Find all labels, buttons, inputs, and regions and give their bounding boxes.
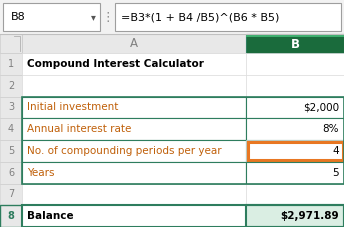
Text: 3: 3 — [8, 102, 14, 112]
Bar — [22, 205, 344, 227]
Text: $2,000: $2,000 — [303, 102, 339, 112]
Text: Years: Years — [27, 168, 54, 178]
Text: 8%: 8% — [323, 124, 339, 134]
Bar — [22, 96, 344, 183]
Bar — [246, 53, 344, 75]
Bar — [246, 162, 344, 183]
Bar — [0, 118, 22, 140]
Bar — [22, 162, 246, 183]
Text: Annual interest rate: Annual interest rate — [27, 124, 131, 134]
Bar — [22, 140, 246, 162]
Bar — [22, 205, 246, 227]
Bar — [0, 205, 22, 227]
Text: Compound Interest Calculator: Compound Interest Calculator — [27, 59, 204, 69]
Bar — [246, 34, 344, 53]
Text: ▾: ▾ — [91, 12, 96, 22]
Bar — [246, 140, 344, 162]
Bar — [0, 162, 22, 183]
Text: =B3*(1 + B4 /B5)^(B6 * B5): =B3*(1 + B4 /B5)^(B6 * B5) — [121, 12, 279, 22]
Text: No. of compounding periods per year: No. of compounding periods per year — [27, 146, 222, 156]
Bar — [0, 96, 22, 118]
Text: ⋮: ⋮ — [102, 10, 114, 24]
Text: 4: 4 — [332, 146, 339, 156]
Bar — [22, 53, 246, 75]
Text: 4: 4 — [8, 124, 14, 134]
Bar — [3, 3, 100, 31]
Bar — [0, 34, 22, 53]
Text: Balance: Balance — [27, 211, 74, 221]
Text: Initial investment: Initial investment — [27, 102, 118, 112]
Text: B: B — [290, 38, 300, 51]
Text: 6: 6 — [8, 168, 14, 178]
Text: 8: 8 — [8, 211, 14, 221]
Bar — [22, 75, 246, 96]
Bar — [22, 118, 246, 140]
Text: B8: B8 — [11, 12, 26, 22]
Bar — [22, 96, 246, 118]
Bar — [0, 75, 22, 96]
Bar — [246, 34, 344, 37]
Text: 7: 7 — [8, 189, 14, 199]
Text: A: A — [130, 37, 138, 50]
Bar — [246, 118, 344, 140]
Bar — [22, 34, 246, 53]
Text: 5: 5 — [332, 168, 339, 178]
Bar — [0, 183, 22, 205]
Bar — [247, 141, 343, 160]
Text: 2: 2 — [8, 81, 14, 91]
Bar — [246, 183, 344, 205]
Text: $2,971.89: $2,971.89 — [280, 211, 339, 221]
Text: 5: 5 — [8, 146, 14, 156]
Bar — [115, 3, 341, 31]
Bar — [22, 183, 246, 205]
Bar — [246, 75, 344, 96]
Bar — [0, 53, 22, 75]
Bar — [0, 0, 344, 34]
Bar — [246, 96, 344, 118]
Bar — [0, 140, 22, 162]
Text: 1: 1 — [8, 59, 14, 69]
Bar — [246, 205, 344, 227]
